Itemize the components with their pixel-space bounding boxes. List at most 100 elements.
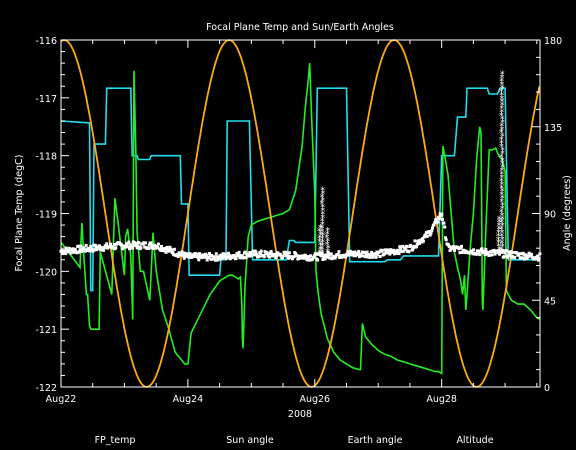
fp-temp-spike-point: *	[500, 238, 505, 249]
fp-temp-point	[515, 251, 519, 255]
fp-temp-point	[436, 220, 440, 224]
fp-temp-point	[64, 246, 68, 250]
fp-temp-spike-point: *	[320, 213, 325, 224]
fp-temp-point	[156, 242, 160, 246]
fp-temp-point	[312, 255, 316, 259]
fp-temp-spike-point: *	[499, 142, 504, 153]
fp-temp-spike-point: *	[499, 232, 504, 243]
fp-temp-point	[221, 252, 225, 256]
fp-temp-spike-point: *	[320, 185, 325, 196]
fp-temp-spike-point: *	[499, 170, 504, 181]
fp-temp-point	[344, 255, 348, 259]
fp-temp-point	[442, 221, 446, 225]
legend-entry: FP_temp	[95, 435, 136, 446]
y-tick-label: -122	[35, 383, 57, 394]
fp-temp-point	[247, 254, 251, 258]
series-line-sun-angle	[60, 87, 540, 292]
fp-temp-spike-point: *	[499, 111, 504, 122]
fp-temp-point	[334, 255, 338, 259]
x-tick-label: Aug28	[426, 394, 457, 405]
fp-temp-point	[60, 249, 64, 253]
fp-temp-spike-point: *	[500, 159, 505, 170]
fp-temp-point	[74, 248, 77, 252]
fp-temp-point	[440, 217, 444, 221]
fp-temp-point	[267, 252, 271, 256]
fp-temp-spike-point: *	[325, 226, 330, 237]
fp-temp-point	[388, 252, 392, 256]
fp-temp-point	[151, 246, 155, 250]
fp-temp-spike-point: *	[500, 173, 505, 184]
fp-temp-point	[306, 258, 310, 262]
fp-temp-point	[105, 242, 109, 246]
fp-temp-point	[159, 248, 163, 252]
fp-temp-point	[536, 254, 540, 258]
fp-temp-point	[524, 253, 528, 257]
fp-temp-point	[182, 256, 186, 260]
fp-temp-point	[67, 250, 71, 254]
fp-temp-point	[356, 252, 360, 256]
fp-temp-spike-point: *	[499, 108, 504, 119]
fp-temp-point	[326, 255, 329, 259]
fp-temp-spike-point: *	[500, 211, 505, 222]
fp-temp-point	[287, 256, 291, 260]
fp-temp-point	[447, 243, 450, 247]
fp-temp-point	[433, 221, 437, 224]
fp-temp-point	[254, 250, 258, 254]
fp-temp-spike-point: *	[500, 80, 505, 91]
fp-temp-point	[486, 251, 490, 255]
fp-temp-spike-point: *	[499, 139, 504, 150]
fp-temp-point	[375, 250, 379, 254]
fp-temp-point	[411, 247, 415, 251]
fp-temp-point	[196, 255, 200, 259]
fp-temp-point	[183, 251, 187, 255]
fp-temp-point	[502, 255, 506, 259]
fp-temp-spike-point: *	[500, 249, 505, 260]
fp-temp-point	[428, 230, 431, 233]
fp-temp-point	[86, 249, 90, 252]
fp-temp-point	[422, 235, 426, 239]
fp-temp-point	[530, 252, 533, 256]
fp-temp-point	[421, 239, 425, 243]
fp-temp-point	[185, 252, 189, 256]
fp-temp-point	[391, 250, 395, 254]
fp-temp-point	[82, 246, 86, 250]
fp-temp-spike-point: *	[500, 163, 505, 174]
fp-temp-point	[100, 246, 104, 250]
fp-temp-point	[213, 256, 217, 260]
fp-temp-point	[401, 244, 405, 248]
fp-temp-point	[478, 253, 482, 257]
fp-temp-point	[286, 254, 290, 258]
fp-temp-point	[413, 239, 417, 243]
fp-temp-point	[63, 249, 67, 253]
fp-temp-point	[460, 251, 464, 254]
fp-temp-point	[330, 257, 334, 261]
fp-temp-point	[237, 250, 241, 254]
fp-temp-point	[77, 244, 80, 248]
fp-temp-point	[214, 252, 218, 256]
fp-temp-point	[200, 256, 204, 260]
fp-temp-point	[89, 245, 93, 248]
fp-temp-point	[479, 249, 482, 253]
fp-temp-spike-point: *	[317, 248, 322, 259]
y-tick-label: -120	[35, 267, 57, 278]
fp-temp-point	[529, 254, 533, 258]
fp-temp-point	[319, 254, 323, 258]
fp-temp-point	[147, 247, 151, 251]
fp-temp-point	[444, 236, 447, 240]
fp-temp-point	[428, 233, 432, 237]
fp-temp-point	[374, 255, 378, 259]
fp-temp-point	[68, 247, 72, 251]
fp-temp-point	[316, 258, 320, 262]
fp-temp-point	[220, 253, 224, 257]
fp-temp-point	[134, 244, 138, 247]
fp-temp-spike-point: *	[497, 218, 502, 229]
fp-temp-point	[77, 250, 81, 254]
series-line-altitude	[60, 39, 541, 388]
fp-temp-point	[98, 245, 102, 248]
y-tick-label: -118	[35, 152, 57, 163]
fp-temp-spike-point: *	[496, 228, 501, 239]
fp-temp-point	[287, 251, 291, 255]
fp-temp-point	[324, 253, 328, 257]
fp-temp-point	[187, 255, 191, 259]
